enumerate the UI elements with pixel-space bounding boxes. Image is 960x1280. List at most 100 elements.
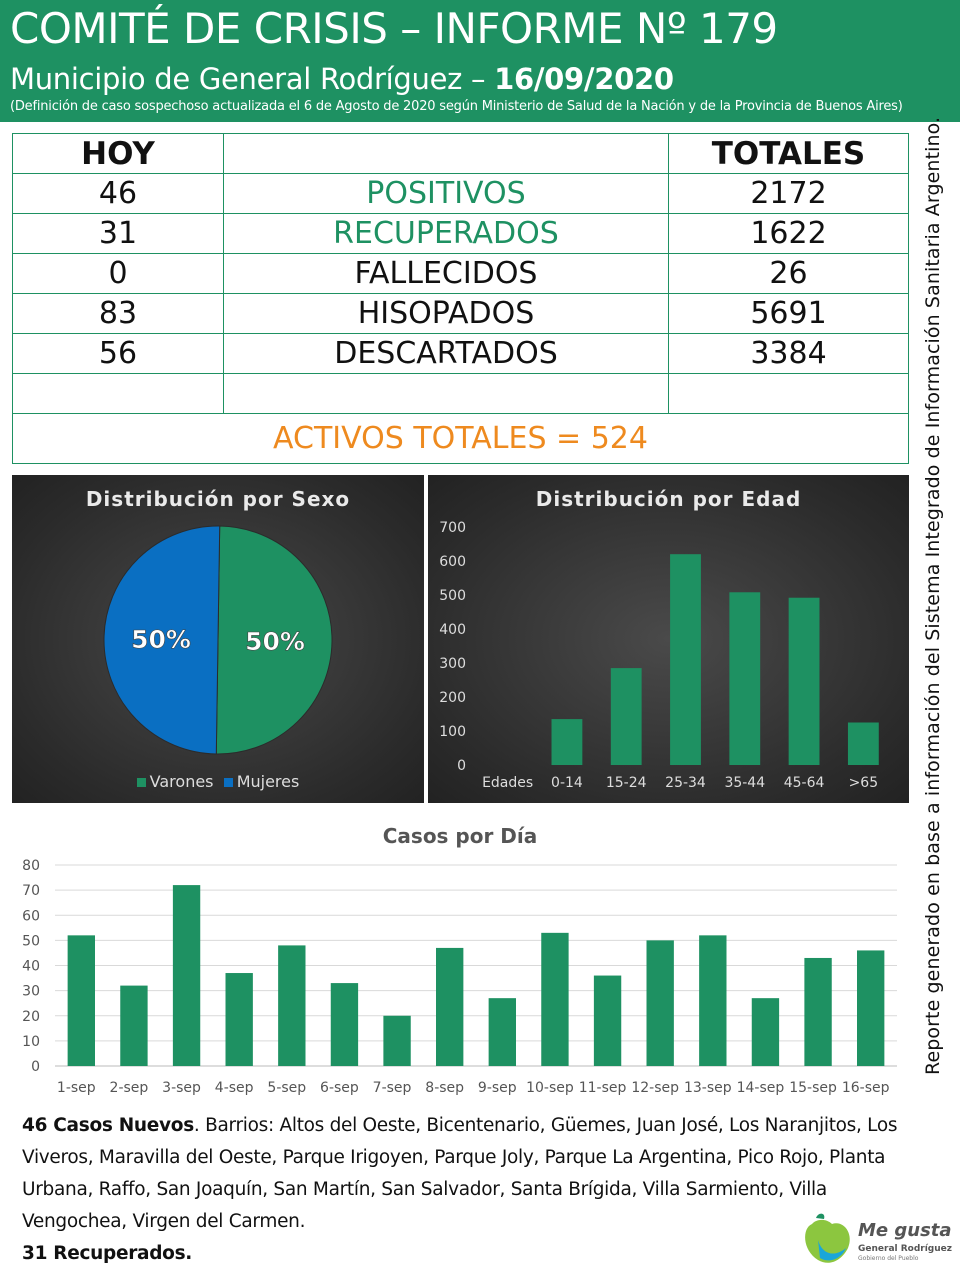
legend-label-varones: Varones — [149, 772, 214, 791]
daily-x-tick: 7-sep — [373, 1080, 412, 1096]
row-label: POSITIVOS — [223, 173, 669, 214]
hoy-value: 46 — [12, 173, 224, 214]
daily-x-tick: 1-sep — [57, 1080, 96, 1096]
table-row: 56 DESCARTADOS 3384 — [12, 333, 909, 374]
footer-summary: 46 Casos Nuevos. Barrios: Altos del Oest… — [22, 1110, 902, 1270]
sex-chart-title: Distribución por Sexo — [85, 487, 351, 511]
age-x-tick: 15-24 — [606, 775, 647, 791]
empty-cell — [12, 373, 224, 414]
table-row: 31 RECUPERADOS 1622 — [12, 213, 909, 254]
daily-bar — [804, 957, 832, 1066]
daily-x-tick: 3-sep — [162, 1080, 201, 1096]
daily-bar-chart: 0 10 20 30 40 50 60 70 80 1-sep 2-sep 3-sep 4-sep 5-s… — [22, 858, 897, 1096]
empty-row — [12, 373, 909, 414]
summary-header-row: HOY TOTALES — [12, 133, 909, 174]
daily-y-tick: 10 — [22, 1034, 40, 1050]
logo-sub: General Rodríguez — [858, 1244, 953, 1254]
age-bar — [788, 597, 820, 765]
daily-bar — [67, 935, 95, 1066]
age-bar-chart: 0 100 200 300 400 500 600 700 Edades 0-14 15-24 25-… — [439, 520, 879, 791]
daily-x-tick: 16-sep — [842, 1080, 890, 1096]
daily-bar — [225, 973, 253, 1066]
daily-y-tick: 70 — [22, 883, 40, 899]
daily-bar — [593, 975, 622, 1066]
age-y-tick: 100 — [439, 724, 466, 740]
daily-y-tick: 40 — [22, 959, 40, 975]
daily-bar — [436, 947, 464, 1066]
daily-x-tick: 10-sep — [526, 1080, 574, 1096]
daily-x-tick: 5-sep — [267, 1080, 306, 1096]
age-bar — [610, 668, 642, 765]
daily-bar — [120, 985, 148, 1066]
age-chart-panel: Distribución por Edad 0 100 200 300 400 500 60… — [428, 475, 909, 803]
row-label: DESCARTADOS — [223, 333, 669, 374]
daily-bar — [541, 932, 569, 1066]
recuperados-label: 31 Recuperados. — [22, 1243, 193, 1264]
total-value: 3384 — [668, 333, 909, 374]
age-x-tick: 35-44 — [724, 775, 765, 791]
daily-bar — [330, 983, 359, 1066]
age-bar — [847, 722, 879, 765]
activos-row: ACTIVOS TOTALES = 524 — [12, 413, 909, 464]
daily-x-tick: 8-sep — [425, 1080, 464, 1096]
daily-bar — [646, 940, 674, 1066]
hoy-value: 0 — [12, 253, 224, 294]
daily-bar — [488, 998, 516, 1066]
hoy-value: 83 — [12, 293, 224, 334]
daily-y-tick: 50 — [22, 933, 40, 949]
daily-y-tick: 20 — [22, 1009, 40, 1025]
sex-chart-panel: Distribución por Sexo 50% 50% — [12, 475, 424, 803]
age-x-tick: 45-64 — [784, 775, 825, 791]
sex-chart-legend: Varones Mujeres — [12, 772, 424, 791]
daily-bar — [278, 945, 306, 1066]
activos-totales: ACTIVOS TOTALES = 524 — [12, 413, 909, 464]
table-row: 46 POSITIVOS 2172 — [12, 173, 909, 214]
age-x-tick: 25-34 — [665, 775, 706, 791]
logo-text: Me gusta — [858, 1220, 952, 1241]
age-x-tick: 0-14 — [551, 775, 583, 791]
daily-y-tick: 60 — [22, 908, 40, 924]
municipio-label: Municipio de General Rodríguez – — [10, 62, 495, 96]
age-y-tick: 400 — [439, 622, 466, 638]
total-value: 2172 — [668, 173, 909, 214]
total-value: 1622 — [668, 213, 909, 254]
pie-slice-varones — [215, 525, 333, 755]
total-value: 5691 — [668, 293, 909, 334]
legend-swatch-varones — [136, 778, 146, 787]
age-y-tick: 200 — [439, 690, 466, 706]
col-totales: TOTALES — [668, 133, 909, 174]
daily-bar — [857, 950, 885, 1066]
daily-y-tick: 30 — [22, 984, 40, 1000]
side-source-note: Reporte generado en base a información d… — [922, 116, 944, 1075]
age-y-tick: 0 — [457, 758, 466, 774]
empty-cell — [668, 373, 909, 414]
daily-x-tick: 15-sep — [789, 1080, 837, 1096]
municipality-logo — [805, 1213, 850, 1263]
pie-data-label: 50% — [245, 627, 305, 656]
hoy-value: 31 — [12, 213, 224, 254]
row-label: FALLECIDOS — [223, 253, 669, 294]
summary-table: HOY TOTALES 46 POSITIVOS 2172 31 RECUPER… — [12, 133, 909, 464]
empty-cell — [223, 373, 669, 414]
daily-x-tick: 11-sep — [579, 1080, 627, 1096]
age-y-tick: 700 — [439, 520, 466, 536]
total-value: 26 — [668, 253, 909, 294]
barrios-list: . Barrios: Altos del Oeste, Bicentenario… — [22, 1115, 898, 1232]
report-title: COMITÉ DE CRISIS – INFORME Nº 179 — [10, 4, 778, 53]
age-y-tick: 300 — [439, 656, 466, 672]
age-y-tick: 500 — [439, 588, 466, 604]
col-label — [223, 133, 669, 174]
daily-bar — [383, 1015, 411, 1066]
age-bar — [670, 554, 701, 765]
casos-nuevos-label: 46 Casos Nuevos — [22, 1115, 194, 1136]
age-x-tick: >65 — [849, 775, 879, 791]
hoy-value: 56 — [12, 333, 224, 374]
report-date: 16/09/2020 — [494, 62, 674, 96]
daily-x-tick: 4-sep — [215, 1080, 254, 1096]
daily-bar — [172, 885, 201, 1066]
pie-slice-mujeres — [103, 525, 221, 755]
daily-x-tick: 6-sep — [320, 1080, 359, 1096]
table-row: 0 FALLECIDOS 26 — [12, 253, 909, 294]
logo-sub2: Gobierno del Pueblo — [858, 1255, 919, 1262]
daily-x-tick: 12-sep — [631, 1080, 679, 1096]
